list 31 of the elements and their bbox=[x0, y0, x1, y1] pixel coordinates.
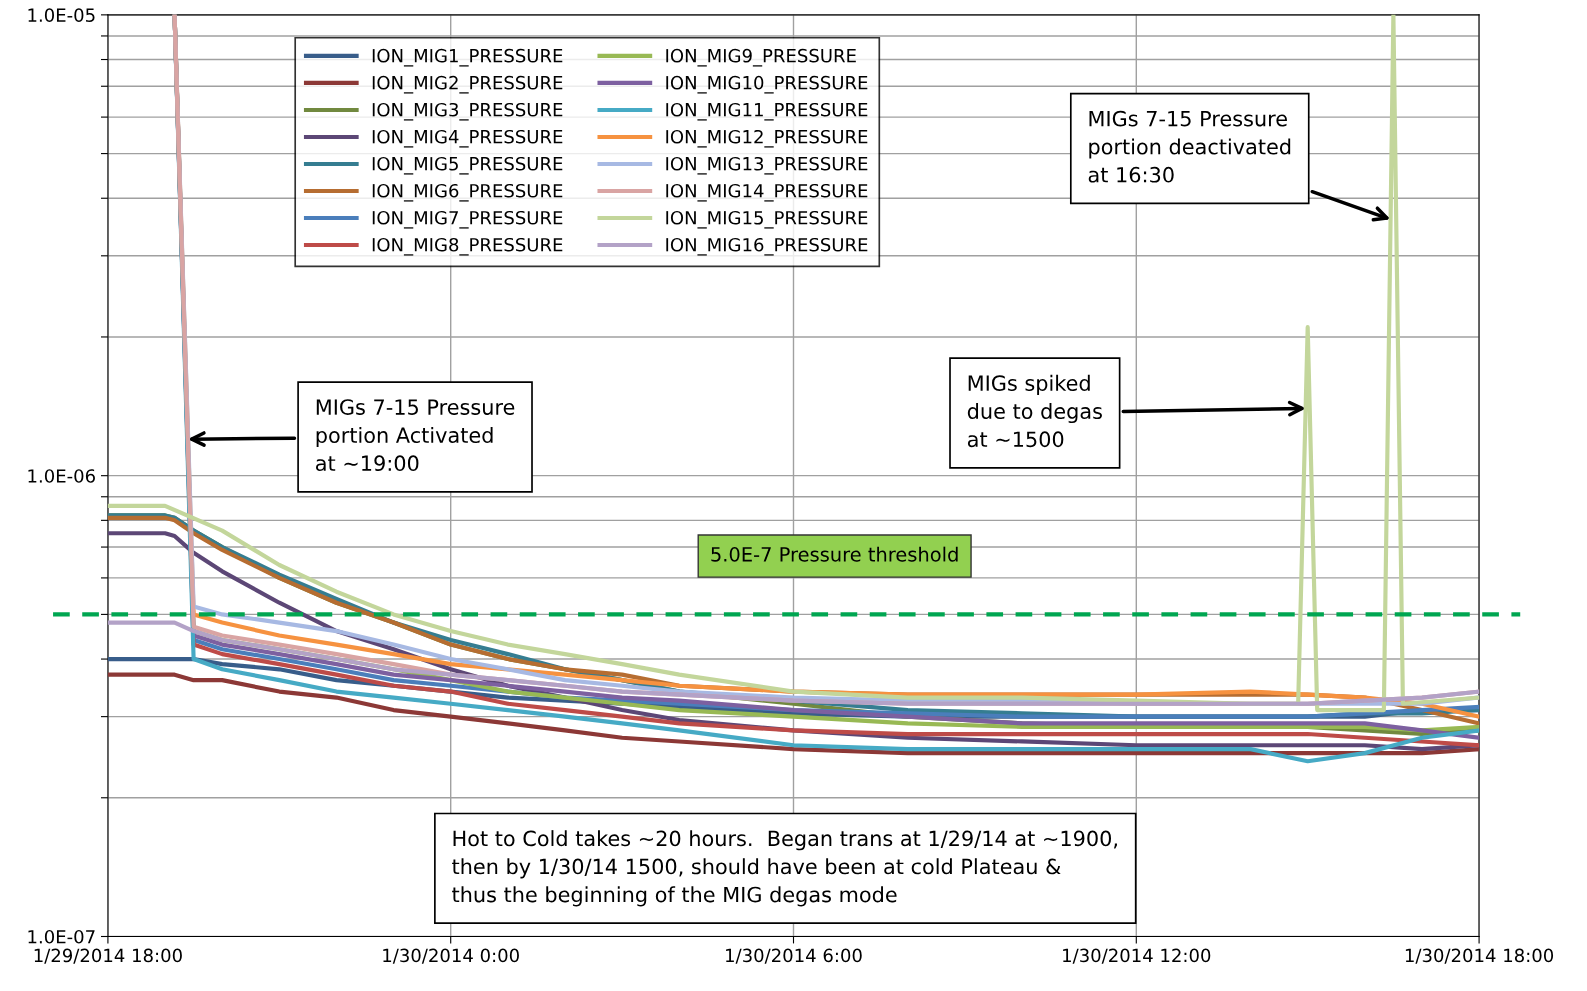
legend-label: ION_MIG10_PRESSURE bbox=[666, 75, 868, 94]
annotation: MIGs 7-15 Pressure portion Activated at ~19:00 bbox=[316, 399, 515, 472]
x-tick-label: 1/30/2014 12:00 bbox=[1063, 948, 1211, 964]
legend-label: ION_MIG7_PRESSURE bbox=[372, 210, 563, 229]
legend-label: ION_MIG4_PRESSURE bbox=[372, 129, 563, 148]
legend-label: ION_MIG12_PRESSURE bbox=[666, 129, 868, 148]
legend-label: ION_MIG2_PRESSURE bbox=[372, 75, 563, 94]
annotation: MIGs spiked due to degas at ~1500 bbox=[967, 374, 1102, 448]
annotation: Hot to Cold takes ~20 hours. Began trans at 1/29/14 at ~1900, then by 1/30/14 1500, should have been at cold Plateau & thus the beginning of the MIG degas mode bbox=[452, 830, 1117, 907]
legend-label: ION_MIG8_PRESSURE bbox=[372, 237, 563, 256]
y-tick-label: 1.0E-06 bbox=[28, 469, 95, 483]
x-tick-label: 1/30/2014 18:00 bbox=[1405, 948, 1554, 964]
x-tick-label: 1/29/2014 18:00 bbox=[34, 948, 182, 964]
legend-label: ION_MIG9_PRESSURE bbox=[666, 48, 856, 67]
legend-label: ION_MIG5_PRESSURE bbox=[372, 156, 563, 175]
line-series bbox=[107, 620, 1480, 706]
y-tick-label: 1.0E-05 bbox=[28, 8, 95, 22]
legend-label: ION_MIG16_PRESSURE bbox=[666, 237, 868, 256]
legend-label: ION_MIG6_PRESSURE bbox=[372, 183, 563, 202]
legend-label: ION_MIG14_PRESSURE bbox=[666, 183, 868, 202]
legend-label: ION_MIG11_PRESSURE bbox=[666, 102, 868, 121]
legend-label: ION_MIG15_PRESSURE bbox=[666, 210, 868, 229]
x-tick-label: 1/30/2014 6:00 bbox=[726, 948, 862, 964]
ref-line-label: 5.0E-7 Pressure threshold bbox=[711, 546, 958, 562]
line-series bbox=[107, 672, 1480, 756]
legend-label: ION_MIG3_PRESSURE bbox=[372, 102, 563, 121]
annotation: MIGs 7-15 Pressure portion deactivated at 16:30 bbox=[1088, 110, 1291, 183]
legend-label: ION_MIG13_PRESSURE bbox=[666, 156, 868, 175]
y-tick-label: 1.0E-07 bbox=[28, 929, 95, 944]
x-tick-label: 1/30/2014 0:00 bbox=[383, 948, 519, 964]
legend-label: ION_MIG1_PRESSURE bbox=[372, 48, 563, 67]
